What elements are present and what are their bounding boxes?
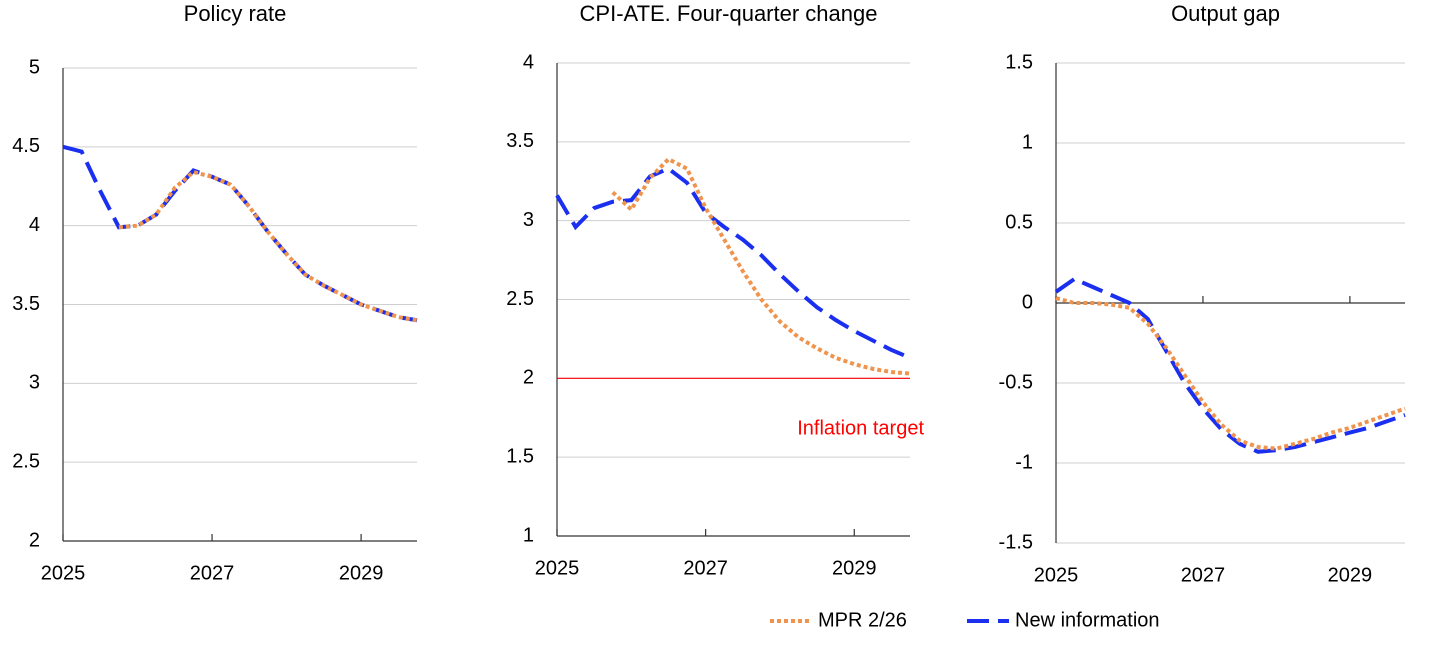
y-tick-label: 2 bbox=[29, 529, 40, 551]
x-tick-label: 2027 bbox=[683, 557, 728, 579]
x-tick-label: 2027 bbox=[190, 562, 235, 584]
x-tick-label: 2025 bbox=[1034, 564, 1079, 586]
x-tick-label: 2025 bbox=[41, 562, 86, 584]
y-tick-label: 3 bbox=[29, 372, 40, 394]
y-tick-label: 2.5 bbox=[506, 288, 534, 310]
x-tick-label: 2029 bbox=[1328, 564, 1373, 586]
y-tick-label: 5 bbox=[29, 56, 40, 78]
x-tick-label: 2027 bbox=[1181, 564, 1226, 586]
x-tick-label: 2025 bbox=[535, 557, 580, 579]
y-tick-label: 3.5 bbox=[12, 293, 40, 315]
chart-title: Output gap bbox=[1171, 1, 1280, 26]
legend-label: New information bbox=[1015, 609, 1160, 631]
y-tick-label: 1.5 bbox=[1005, 51, 1033, 73]
y-tick-label: -1 bbox=[1015, 451, 1033, 473]
y-tick-label: 4.5 bbox=[12, 135, 40, 157]
series-line: MPR 2/26 bbox=[611, 156, 911, 376]
y-tick-label: 4 bbox=[523, 51, 534, 73]
legend-label: MPR 2/26 bbox=[818, 609, 907, 631]
y-tick-label: 1 bbox=[1022, 131, 1033, 153]
y-tick-label: 3.5 bbox=[506, 130, 534, 152]
series-line bbox=[62, 144, 418, 323]
series-line bbox=[118, 169, 418, 323]
y-tick-label: 2.5 bbox=[12, 450, 40, 472]
y-tick-label: 1.5 bbox=[506, 445, 534, 467]
y-tick-label: -0.5 bbox=[999, 371, 1033, 393]
series-line: New information bbox=[555, 166, 911, 360]
x-tick-label: 2029 bbox=[832, 557, 877, 579]
y-tick-label: 0 bbox=[1022, 291, 1033, 313]
y-tick-label: 1 bbox=[523, 524, 534, 546]
chart-title: Policy rate bbox=[184, 1, 287, 26]
y-tick-label: 4 bbox=[29, 214, 40, 236]
reference-label: Inflation target bbox=[797, 418, 924, 440]
series-line: New information bbox=[1054, 276, 1406, 454]
series-line: MPR 2/26 bbox=[1055, 296, 1406, 451]
y-tick-label: 3 bbox=[523, 209, 534, 231]
y-tick-label: 0.5 bbox=[1005, 211, 1033, 233]
y-tick-label: -1.5 bbox=[999, 531, 1033, 553]
chart-title: CPI-ATE. Four-quarter change bbox=[580, 1, 878, 26]
x-tick-label: 2029 bbox=[339, 562, 384, 584]
y-tick-label: 2 bbox=[523, 367, 534, 389]
